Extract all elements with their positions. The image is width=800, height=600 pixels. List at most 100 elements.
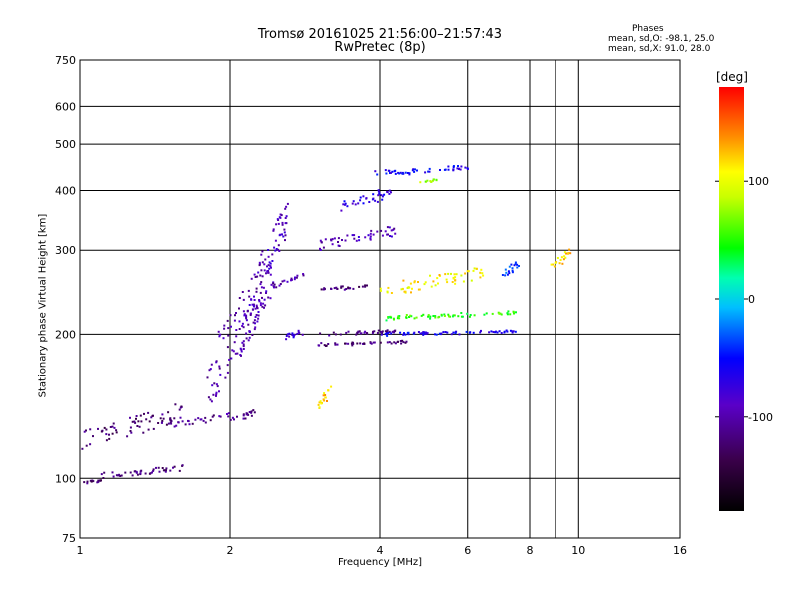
data-point (149, 472, 152, 475)
data-point (333, 287, 336, 290)
data-point (260, 286, 263, 289)
data-point (115, 431, 118, 434)
data-point (217, 330, 220, 333)
data-point (100, 479, 102, 482)
data-point (247, 413, 250, 416)
data-point (252, 409, 255, 412)
data-point (377, 329, 380, 332)
data-point (442, 331, 445, 334)
data-point (91, 479, 94, 482)
data-point (288, 335, 291, 338)
data-point (331, 243, 334, 246)
data-point (320, 288, 323, 291)
data-point (240, 354, 242, 357)
data-point (90, 480, 93, 483)
data-point (514, 330, 517, 333)
data-point (391, 330, 394, 333)
data-point (325, 344, 328, 347)
data-point (333, 237, 336, 240)
data-point (211, 415, 214, 418)
data-point (504, 274, 507, 277)
data-point (147, 411, 150, 414)
data-point (273, 246, 276, 249)
data-point (359, 199, 362, 202)
x-tick-label: 10 (571, 544, 585, 557)
data-point (215, 391, 218, 394)
data-point (450, 333, 453, 336)
data-point (511, 271, 514, 274)
data-point (247, 289, 250, 292)
data-point (245, 337, 248, 340)
data-point (357, 202, 360, 205)
data-point (454, 279, 457, 282)
data-point (376, 332, 379, 334)
data-point (294, 276, 296, 279)
data-point (218, 367, 221, 370)
data-point (479, 276, 482, 279)
data-point (248, 331, 251, 333)
data-point (89, 428, 92, 431)
data-point (273, 283, 276, 286)
data-point (136, 473, 139, 476)
colorbar-ticks: 100 0 -100 (715, 175, 773, 424)
data-point (412, 168, 415, 171)
data-point (414, 168, 416, 171)
data-point (384, 333, 387, 336)
data-point (269, 262, 272, 265)
data-point (413, 331, 416, 334)
data-point (251, 303, 254, 306)
data-point (410, 291, 412, 294)
data-point (424, 180, 427, 183)
data-point (569, 252, 572, 255)
data-point (100, 473, 103, 476)
data-point (238, 307, 240, 310)
data-point (259, 302, 262, 305)
data-point (297, 329, 300, 332)
data-point (257, 317, 260, 320)
data-point (152, 468, 155, 471)
data-point (277, 248, 279, 251)
data-point (376, 230, 379, 233)
data-point (246, 309, 249, 312)
data-point (292, 336, 295, 339)
data-point (283, 231, 286, 234)
data-point (365, 197, 368, 200)
data-point (388, 192, 391, 195)
data-point (447, 272, 450, 275)
data-point (380, 330, 383, 333)
data-point (242, 310, 245, 313)
data-point (443, 315, 446, 317)
data-point (464, 166, 467, 169)
data-point (256, 275, 259, 278)
data-point (364, 284, 367, 287)
data-point (413, 281, 416, 284)
data-point (506, 312, 509, 315)
data-point (511, 269, 514, 272)
data-point (258, 299, 261, 301)
data-point (253, 295, 255, 298)
data-point (208, 369, 211, 372)
data-point (226, 413, 228, 415)
data-point (265, 272, 267, 275)
data-point (410, 315, 413, 318)
data-point (458, 333, 461, 336)
data-point (563, 251, 566, 254)
data-point (447, 168, 450, 171)
data-point (404, 341, 407, 344)
data-point (363, 342, 366, 345)
data-point (181, 464, 184, 467)
colorbar (719, 87, 744, 511)
data-point (261, 275, 264, 278)
data-point (488, 331, 491, 334)
data-point (390, 342, 393, 345)
data-point (409, 282, 412, 285)
data-point (111, 425, 114, 428)
data-point (462, 280, 465, 283)
data-point (255, 314, 258, 316)
data-point (108, 433, 110, 436)
data-point (405, 316, 408, 319)
data-point (175, 424, 178, 427)
data-point (120, 474, 123, 477)
data-point (92, 435, 94, 438)
data-point (260, 281, 263, 284)
